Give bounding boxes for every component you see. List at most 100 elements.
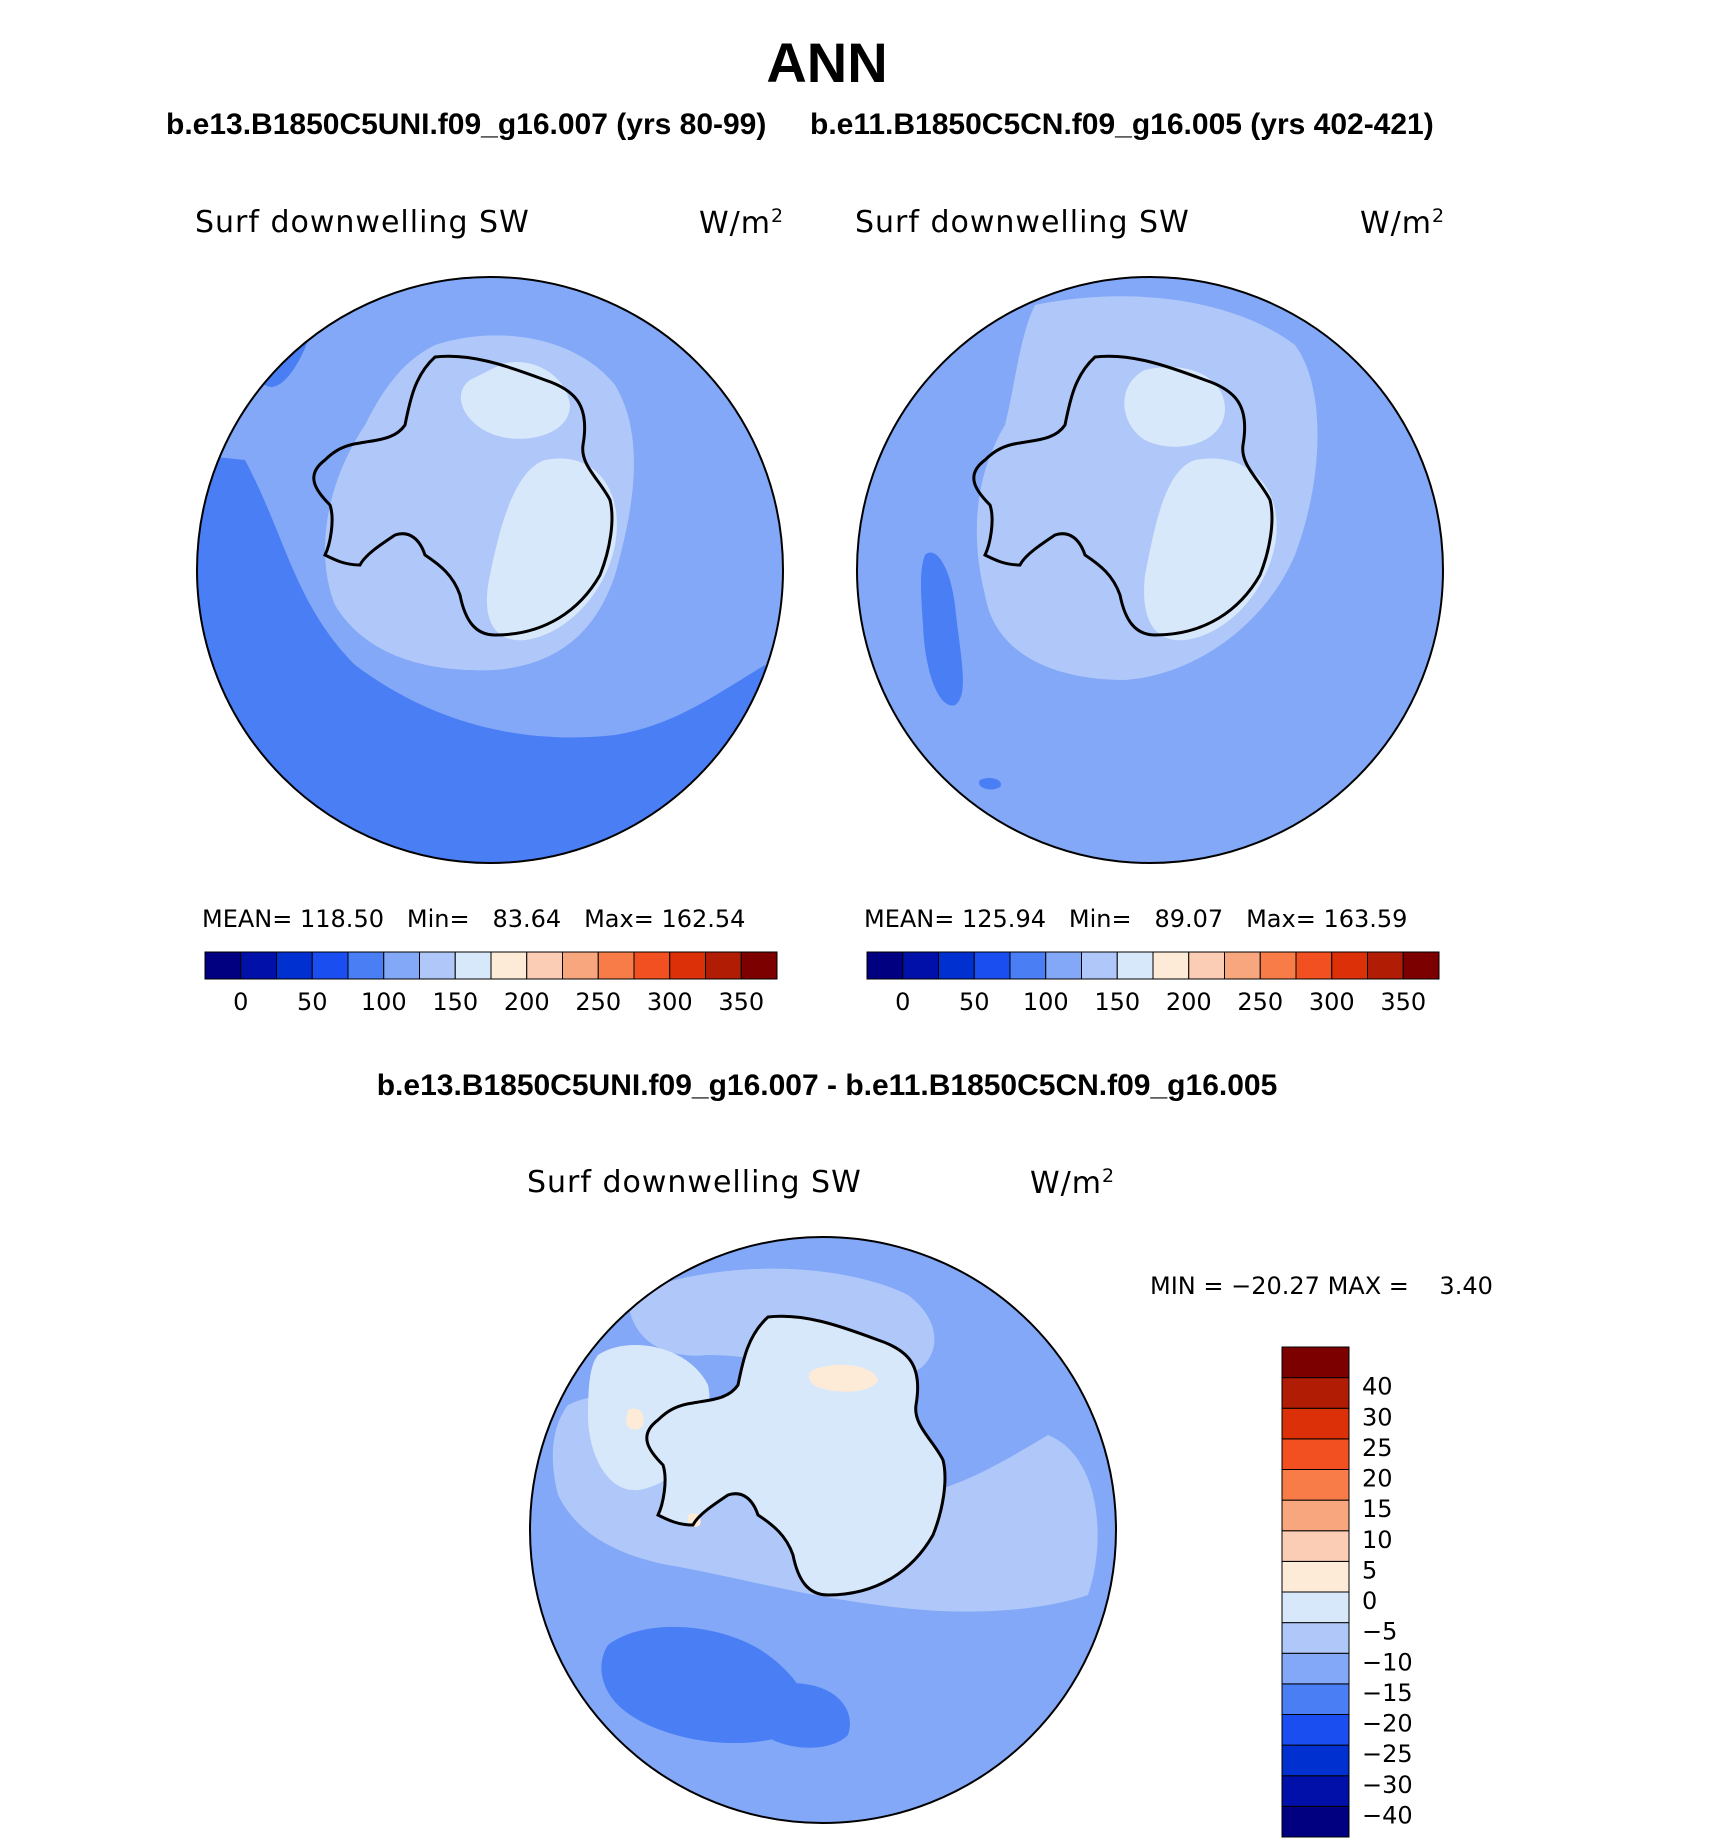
panel2-colorbar-box bbox=[938, 951, 975, 980]
panel1-colorbar-box bbox=[347, 951, 385, 980]
diff-colorbar-tick-label: −40 bbox=[1362, 1801, 1413, 1829]
panel2-variable-label: Surf downwelling SW bbox=[855, 205, 1190, 240]
panel2-stats: MEAN= 125.94 Min= 89.07 Max= 163.59 bbox=[864, 905, 1408, 933]
panel2-colorbar-tick-label: 200 bbox=[1166, 988, 1212, 1016]
diff-colorbar-box bbox=[1281, 1438, 1350, 1470]
panel1-colorbar-box bbox=[454, 951, 492, 980]
panel1-colorbar-box bbox=[740, 951, 778, 980]
diff-colorbar-tick-label: −15 bbox=[1362, 1679, 1413, 1707]
panel1-colorbar-tick-label: 150 bbox=[432, 988, 478, 1016]
panel1-colorbar-box bbox=[669, 951, 706, 980]
panel1-variable-label: Surf downwelling SW bbox=[195, 205, 530, 240]
panel2-colorbar-box bbox=[1367, 951, 1404, 980]
diff-colorbar-box bbox=[1281, 1469, 1350, 1501]
diff-colorbar-tick-label: 20 bbox=[1362, 1465, 1393, 1493]
diff-polar-map bbox=[529, 1236, 1117, 1824]
panel1-colorbar-tick-label: 0 bbox=[233, 988, 248, 1016]
panel1-units-label: W/m2 bbox=[699, 205, 785, 241]
diff-colorbar-tick-label: 10 bbox=[1362, 1526, 1393, 1554]
panel2-antarctica-coastline bbox=[972, 354, 1274, 637]
diff-colorbar-box bbox=[1281, 1622, 1350, 1654]
panel1-colorbar: 0 50 100 150 200 250 300 350 bbox=[204, 951, 778, 1016]
diff-colorbar-box bbox=[1281, 1591, 1350, 1624]
panel1-colorbar-box bbox=[597, 951, 635, 980]
panel2-polar-map bbox=[856, 276, 1444, 864]
panel2-colorbar-box bbox=[1402, 951, 1440, 980]
panel1-colorbar-tick-label: 300 bbox=[647, 988, 693, 1016]
panel2-colorbar-box bbox=[866, 951, 904, 980]
diff-colorbar-tick-label: 30 bbox=[1362, 1403, 1393, 1431]
panel1-colorbar-box bbox=[562, 951, 599, 980]
panel1-colorbar-tick-label: 50 bbox=[297, 988, 328, 1016]
panel1-colorbar-box bbox=[526, 951, 563, 980]
diff-colorbar-box bbox=[1281, 1805, 1350, 1838]
panel2-colorbar-tick-label: 0 bbox=[895, 988, 910, 1016]
panel1-antarctica-coastline bbox=[312, 354, 614, 637]
diff-colorbar-box bbox=[1281, 1714, 1350, 1746]
panel2-colorbar-box bbox=[1081, 951, 1118, 980]
panel1-colorbar-box bbox=[276, 951, 313, 980]
diff-colorbar-box bbox=[1281, 1377, 1350, 1409]
panel1-colorbar-box bbox=[240, 951, 277, 980]
panel1-colorbar-tick-label: 100 bbox=[361, 988, 407, 1016]
diff-colorbar-tick-label: −25 bbox=[1362, 1740, 1413, 1768]
panel1-stats: MEAN= 118.50 Min= 83.64 Max= 162.54 bbox=[202, 905, 746, 933]
panel2-colorbar-tick-label: 150 bbox=[1094, 988, 1140, 1016]
panel2-colorbar-tick-label: 300 bbox=[1309, 988, 1355, 1016]
panel2-colorbar-box bbox=[1045, 951, 1082, 980]
panel2-colorbar-box bbox=[1331, 951, 1368, 980]
diff-colorbar-tick-label: 0 bbox=[1362, 1587, 1377, 1615]
panel1-colorbar-box bbox=[204, 951, 242, 980]
diff-colorbar-tick-label: 40 bbox=[1362, 1373, 1393, 1401]
panel2-colorbar-tick-label: 350 bbox=[1380, 988, 1426, 1016]
diff-colorbar-tick-label: −20 bbox=[1362, 1710, 1413, 1738]
panel2-colorbar-box bbox=[1152, 951, 1190, 980]
diff-colorbar-box bbox=[1281, 1407, 1350, 1440]
panel1-ice-region bbox=[460, 361, 570, 439]
panel2-colorbar-box bbox=[1295, 951, 1333, 980]
diff-colorbar-box bbox=[1281, 1683, 1350, 1715]
panel2-colorbar-box bbox=[902, 951, 939, 980]
panel2-colorbar-box bbox=[1116, 951, 1154, 980]
run-b-title: b.e11.B1850C5CN.f09_g16.005 (yrs 402-421… bbox=[810, 108, 1434, 141]
diff-colorbar-tick-label: 15 bbox=[1362, 1495, 1393, 1523]
diff-colorbar-box bbox=[1281, 1346, 1350, 1379]
panel2-units-label: W/m2 bbox=[1360, 205, 1446, 241]
panel1-colorbar-tick-label: 200 bbox=[504, 988, 550, 1016]
panel2-colorbar: 0 50 100 150 200 250 300 350 bbox=[866, 951, 1440, 1016]
diff-colorbar-box bbox=[1281, 1744, 1350, 1777]
panel2-colorbar-box bbox=[1259, 951, 1297, 980]
panel1-colorbar-box bbox=[419, 951, 456, 980]
diff-colorbar-tick-label: −30 bbox=[1362, 1771, 1413, 1799]
panel1-colorbar-tick-label: 350 bbox=[718, 988, 764, 1016]
diff-colorbar-tick-label: 5 bbox=[1362, 1556, 1377, 1584]
panel2-colorbar-tick-label: 50 bbox=[959, 988, 990, 1016]
panel2-colorbar-tick-label: 100 bbox=[1023, 988, 1069, 1016]
panel1-ocean-dark-region bbox=[197, 455, 783, 863]
panel2-ocean-dark-region bbox=[921, 552, 963, 706]
diff-title: b.e13.B1850C5UNI.f09_g16.007 - b.e11.B18… bbox=[376, 1069, 1278, 1102]
panel1-colorbar-box bbox=[490, 951, 528, 980]
panel1-colorbar-tick-label: 250 bbox=[575, 988, 621, 1016]
panel2-ice-region bbox=[1124, 366, 1225, 447]
panel1-colorbar-box bbox=[383, 951, 420, 980]
panel1-colorbar-box bbox=[633, 951, 671, 980]
panel1-polar-map bbox=[196, 276, 784, 864]
panel2-colorbar-box bbox=[1224, 951, 1261, 980]
diff-colorbar-tick-label: −10 bbox=[1362, 1648, 1413, 1676]
diff-colorbar-tick-label: 25 bbox=[1362, 1434, 1393, 1462]
diff-colorbar-box bbox=[1281, 1499, 1350, 1532]
figure-title: ANN bbox=[766, 31, 888, 94]
diff-units-label: W/m2 bbox=[1030, 1165, 1116, 1201]
diff-antarctica-coastline bbox=[645, 1314, 947, 1597]
panel1-colorbar-box bbox=[705, 951, 742, 980]
diff-colorbar-box bbox=[1281, 1652, 1350, 1685]
panel1-colorbar-box bbox=[311, 951, 349, 980]
diff-stats: MIN = −20.27 MAX = 3.40 bbox=[1150, 1272, 1493, 1300]
run-a-title: b.e13.B1850C5UNI.f09_g16.007 (yrs 80-99) bbox=[166, 108, 767, 141]
panel2-colorbar-box bbox=[1188, 951, 1225, 980]
panel2-colorbar-box bbox=[973, 951, 1011, 980]
diff-positive-region bbox=[808, 1364, 878, 1392]
diff-colorbar-box bbox=[1281, 1530, 1350, 1562]
